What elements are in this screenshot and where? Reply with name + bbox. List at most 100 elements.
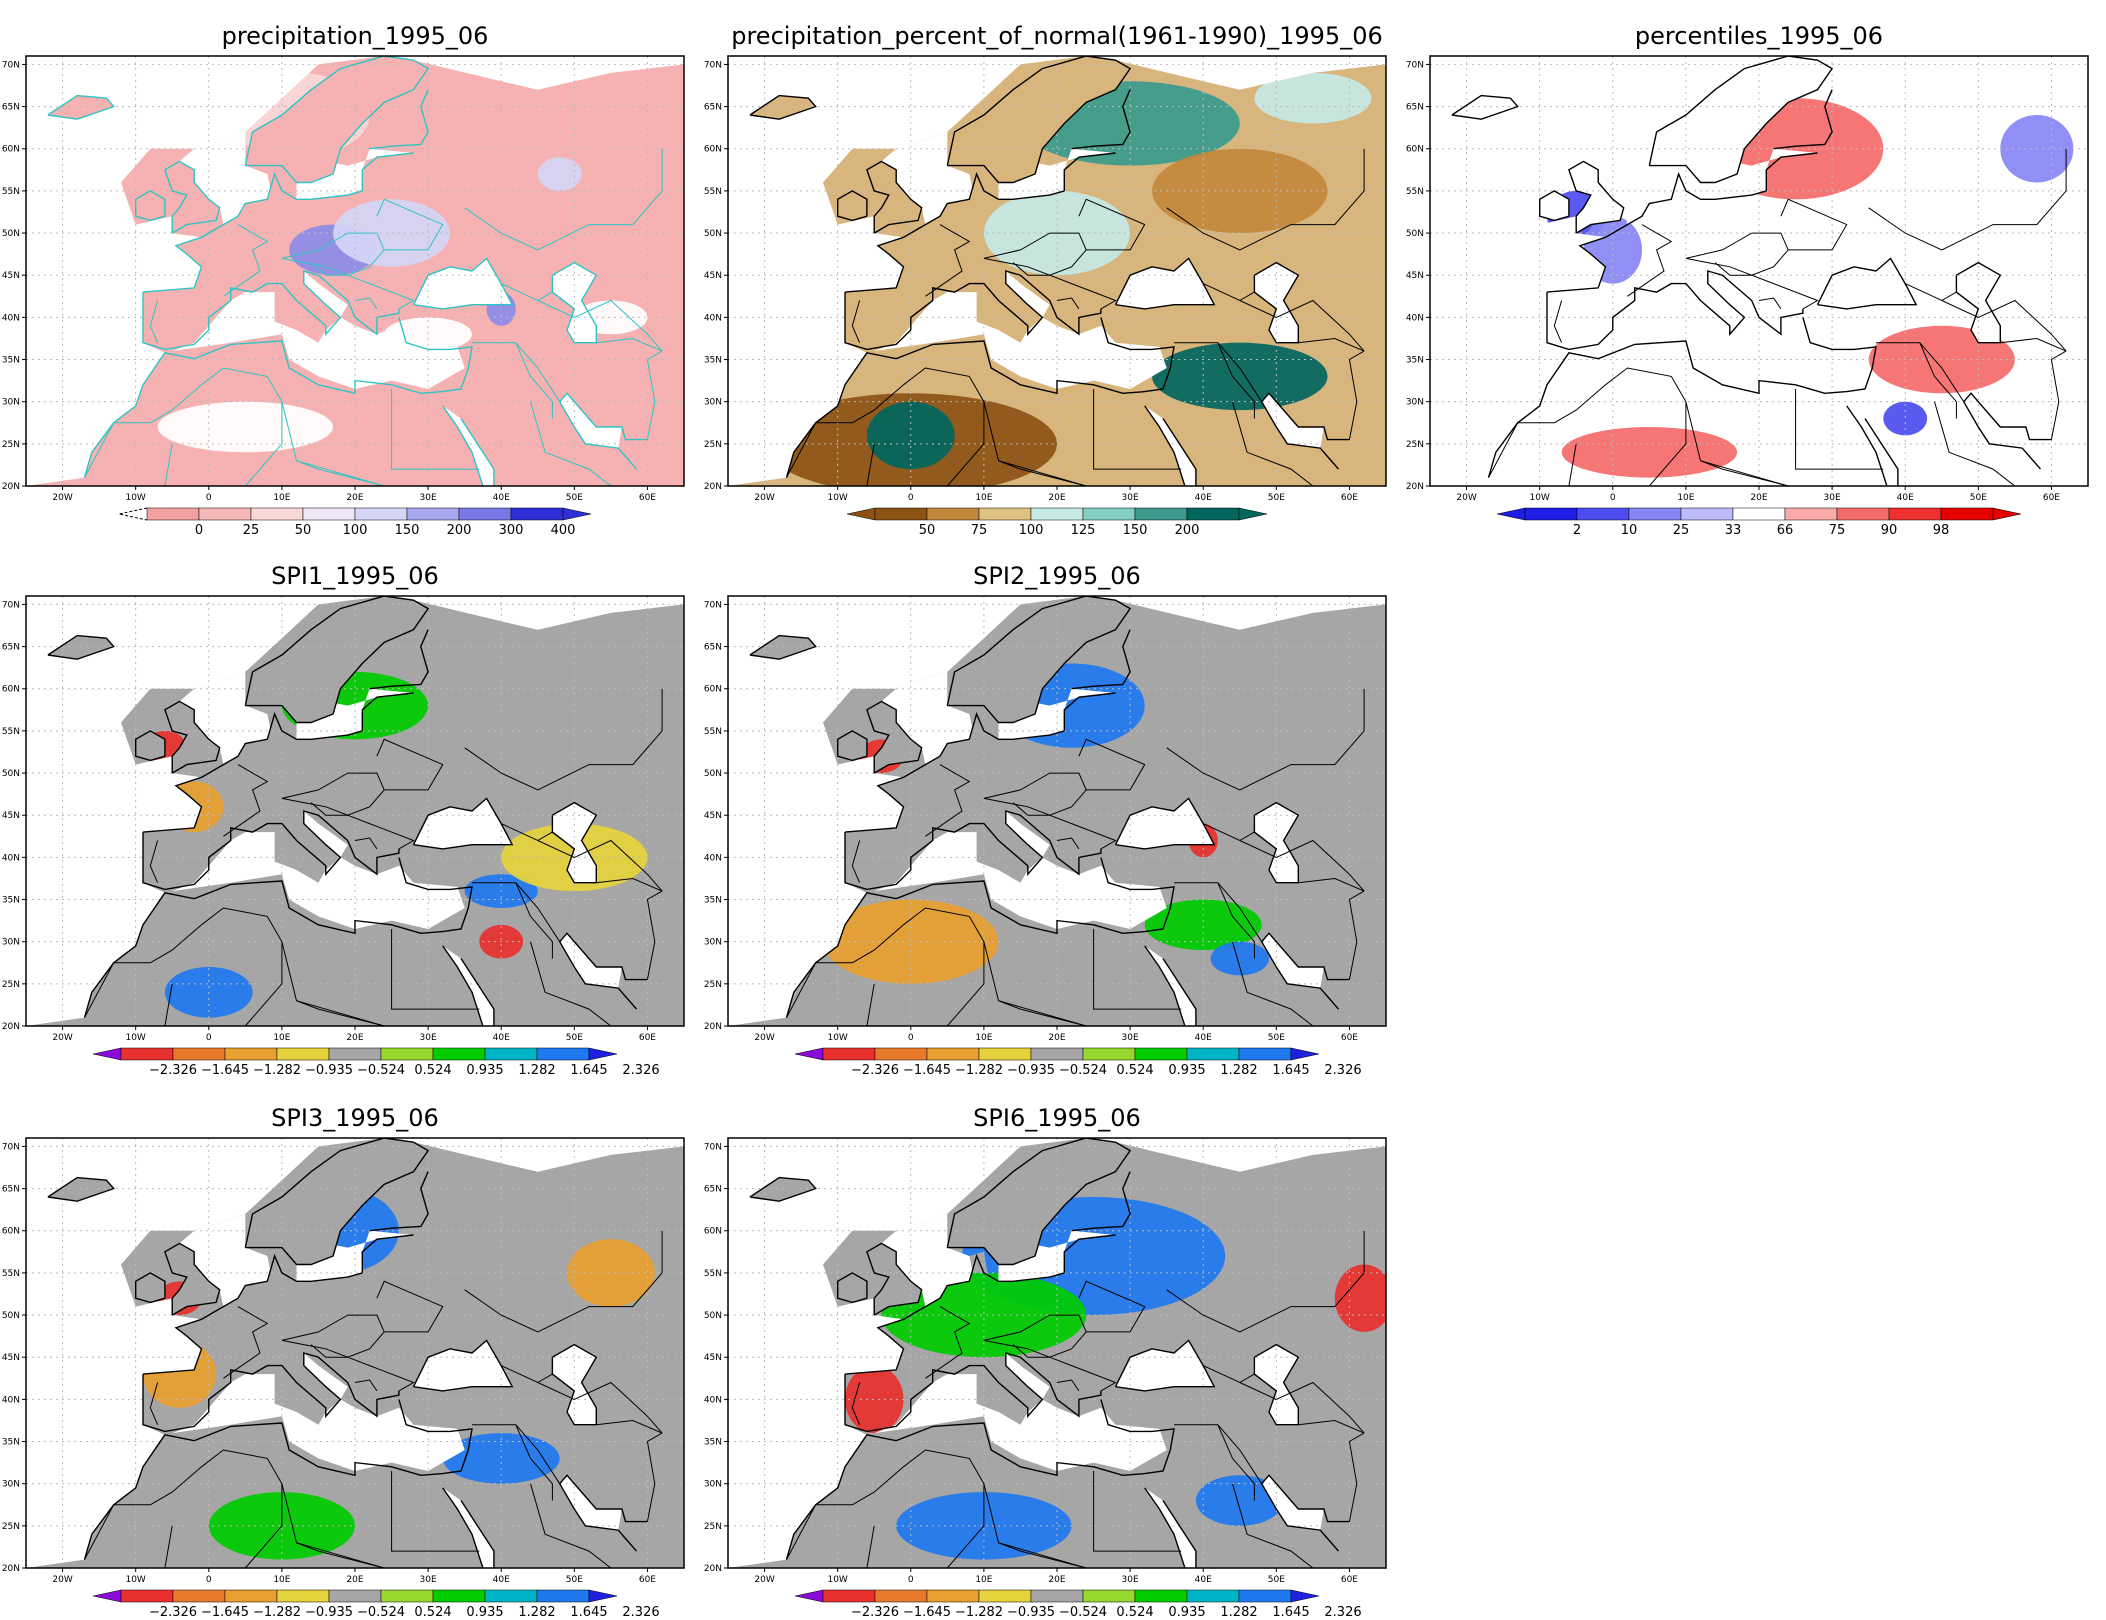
colorbar: −2.326 −1.645 −1.282 −0.935 −0.524 0.524 0.935… [794, 1589, 1362, 1620]
land-patch [47, 635, 114, 660]
country-border [646, 890, 663, 980]
colorbar-label: 0.935 [466, 1605, 503, 1620]
lat-tick-label: 40N [2, 313, 20, 323]
country-border [84, 962, 151, 1018]
colorbar-swatch [1888, 507, 1942, 521]
country-border [515, 1424, 553, 1501]
panel-spi2: SPI2_1995_06 70N 65N 60N 55N 50N 45N 40N 35N 30N 2… [704, 562, 1387, 1078]
colorbar-swatch [1524, 507, 1578, 521]
sea-mask [179, 131, 275, 225]
country-border [786, 422, 853, 478]
colorbar-label: 0.935 [1168, 1063, 1205, 1078]
country-border [596, 877, 663, 892]
coastline [785, 1399, 1175, 1560]
coastline [866, 1242, 923, 1316]
country-border [515, 342, 553, 419]
panel-spi1: SPI1_1995_06 70N 65N 60N 55N 50N 45N 40N 35N 30N 2… [2, 562, 685, 1078]
lat-tick-label: 70N [2, 600, 20, 610]
country-border [1568, 443, 1577, 486]
country-border [1049, 814, 1117, 850]
panel-title: SPI2_1995_06 [973, 562, 1141, 590]
lon-tick-label: 0 [206, 1575, 212, 1585]
lon-tick-label: 30E [420, 493, 437, 503]
coastline [47, 634, 115, 660]
sea-mask [296, 98, 414, 200]
lon-tick-label: 30E [1122, 1033, 1139, 1043]
lat-tick-label: 20N [2, 1022, 20, 1032]
lat-tick-label: 45N [704, 811, 722, 821]
colorbar-swatch [328, 1047, 382, 1061]
lon-tick-label: 60E [639, 1033, 656, 1043]
sea-mask [1005, 271, 1050, 318]
coastline [1261, 401, 1340, 470]
lat-tick-label: 65N [2, 643, 20, 653]
coastline [142, 1352, 400, 1433]
lat-tick-label: 25N [704, 1522, 722, 1532]
lat-tick-label: 70N [704, 1142, 722, 1152]
sea-mask [1707, 271, 1752, 318]
lat-tick-label: 30N [2, 1480, 20, 1490]
country-border [1202, 823, 1255, 842]
coastline [1114, 257, 1216, 310]
colorbar-label: −0.935 [305, 1063, 353, 1078]
lon-tick-label: 10E [273, 493, 290, 503]
sea-mask [881, 131, 977, 225]
lon-tick-label: 30E [420, 1033, 437, 1043]
coastline [844, 1352, 1102, 1433]
country-border [1166, 688, 1365, 791]
lat-tick-label: 65N [704, 1185, 722, 1195]
lat-tick-label: 40N [1406, 313, 1424, 323]
coastline [361, 692, 414, 731]
coastline [134, 730, 166, 762]
colorbar-swatch [1030, 1047, 1084, 1061]
coastline [1063, 1234, 1116, 1273]
colorbar-arrow-left [118, 507, 148, 521]
lon-tick-label: 20E [346, 1033, 363, 1043]
country-border [347, 1356, 415, 1392]
colorbar-label: 2.326 [622, 1605, 659, 1620]
lon-tick-label: 60E [1341, 1575, 1358, 1585]
coastline [164, 700, 221, 774]
country-border [1868, 148, 2067, 251]
sea-mask [1430, 56, 1789, 486]
panel-percent-of-normal: precipitation_percent_of_normal(1961-199… [704, 22, 1387, 538]
coastline [164, 1242, 221, 1316]
colorbar-swatch [1030, 507, 1084, 521]
land-patch [947, 56, 1131, 183]
country-border [354, 297, 378, 310]
country-border [852, 907, 985, 1026]
map-area [26, 1138, 684, 1568]
colorbar-swatch [432, 1047, 486, 1061]
lon-tick-label: 50E [566, 493, 583, 503]
coastline [749, 1176, 817, 1202]
coastline [946, 1138, 1132, 1266]
country-border [537, 839, 663, 892]
country-border [310, 1344, 348, 1358]
colorbar-label: −0.935 [1007, 1063, 1055, 1078]
country-border [1232, 941, 1314, 1026]
colorbar-label: 1.645 [1272, 1063, 1309, 1078]
colorbar-swatch [1082, 1589, 1136, 1603]
colorbar-label: 0.524 [1116, 1063, 1153, 1078]
sea-mask [1817, 258, 1917, 309]
coastline [866, 160, 923, 234]
lon-tick-label: 10W [827, 1033, 847, 1043]
coastline [142, 1253, 363, 1375]
land-patch [749, 95, 816, 120]
lat-tick-label: 70N [704, 600, 722, 610]
coastline [559, 932, 648, 981]
country-border [310, 802, 348, 816]
colorbar-arrow-right [562, 507, 592, 521]
country-border [164, 1525, 173, 1568]
coastline [1546, 270, 1804, 351]
land-patch [245, 56, 429, 183]
colorbar-arrow-right [1992, 507, 2022, 521]
coastline [369, 1171, 429, 1232]
coastline [837, 1272, 868, 1304]
lat-tick-label: 30N [2, 398, 20, 408]
colorbar-arrow-left [1496, 507, 1526, 521]
land-patch [164, 1243, 220, 1316]
lat-tick-label: 20N [1406, 482, 1424, 492]
colorbar-label: 1.645 [570, 1063, 607, 1078]
country-border [1020, 1008, 1087, 1026]
